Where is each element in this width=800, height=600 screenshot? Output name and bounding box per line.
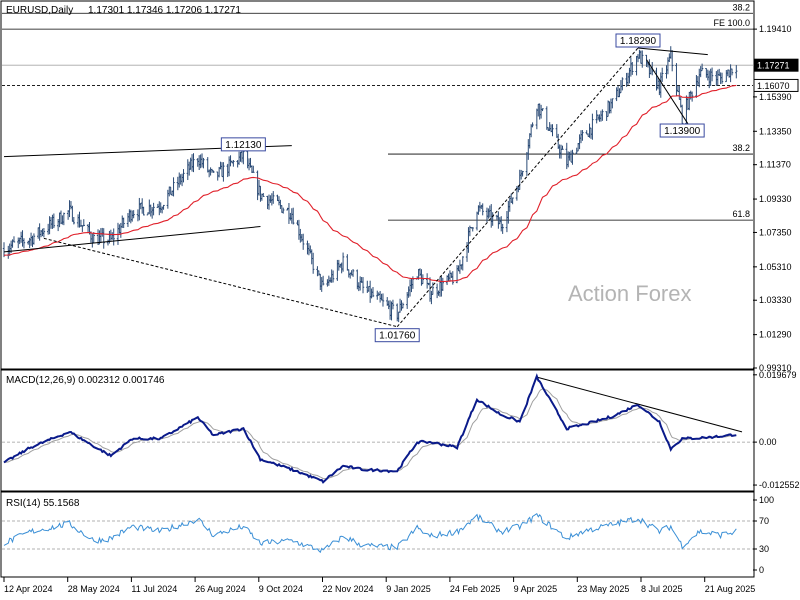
price-annotation-box xyxy=(615,33,661,48)
trendline-dashed-rise xyxy=(396,47,639,328)
macd-panel-frame xyxy=(0,369,755,492)
macd-y-tick-label: -0.012552 xyxy=(759,480,800,490)
ohlc-readout: 1.17301 1.17346 1.17206 1.17271 xyxy=(88,5,241,16)
current-price-tag-box xyxy=(753,58,799,72)
dotted-level-tag: 1.16070 xyxy=(757,81,790,91)
fib-level-label: 38.2 xyxy=(732,143,750,153)
x-tick-label: 28 May 2024 xyxy=(68,584,120,594)
y-tick-label: 1.07350 xyxy=(759,227,792,237)
x-tick-label: 22 Nov 2024 xyxy=(323,584,374,594)
y-tick-label: 1.01290 xyxy=(759,330,792,340)
price-annotation-box xyxy=(659,123,705,138)
y-tick-label: 0.99310 xyxy=(759,363,792,373)
x-tick-label: 12 Apr 2024 xyxy=(4,584,53,594)
trendline-triangle-top xyxy=(637,47,708,56)
main-panel-frame xyxy=(0,0,755,370)
x-tick-label: 23 May 2025 xyxy=(577,584,629,594)
rsi-panel-frame xyxy=(0,491,755,578)
x-tick-label: 24 Feb 2025 xyxy=(450,584,501,594)
price-annotation-box xyxy=(374,328,420,343)
rsi-y-tick-label: 0 xyxy=(759,565,764,575)
price-annotation-label: 1.18290 xyxy=(620,36,657,47)
fib-level-label: 38.2 xyxy=(732,2,750,12)
macd-layer xyxy=(2,373,753,484)
y-tick-label: 1.05310 xyxy=(759,262,792,272)
y-tick-label: 1.15390 xyxy=(759,92,792,102)
price-annotation-label: 1.01760 xyxy=(379,331,416,342)
x-tick-label: 21 Aug 2025 xyxy=(705,584,756,594)
watermark: Action Forex xyxy=(568,281,692,306)
macd-label: MACD(12,26,9) 0.002312 0.001746 xyxy=(6,375,165,386)
y-tick-label: 1.13350 xyxy=(759,126,792,136)
rsi-label: RSI(14) 55.1568 xyxy=(6,498,80,509)
price-annotation-box xyxy=(220,137,266,152)
macd-line xyxy=(3,373,737,484)
y-tick-label: 1.19410 xyxy=(759,24,792,34)
rsi-y-tick-label: 70 xyxy=(759,516,769,526)
price-annotation-label: 1.13900 xyxy=(664,126,701,137)
fib-level-label: FE 100.0 xyxy=(713,18,750,28)
x-tick-label: 9 Oct 2024 xyxy=(259,584,303,594)
x-tick-label: 26 Aug 2024 xyxy=(195,584,246,594)
rsi-layer xyxy=(2,512,753,554)
axis-layer: 1.19410 1.15390 1.13350 1.11370 1.09330 1.073… xyxy=(3,24,800,594)
price-annotation-label: 1.12130 xyxy=(225,140,262,151)
moving-average-line xyxy=(3,84,737,283)
current-price-tag: 1.17271 xyxy=(757,61,790,71)
x-tick-label: 9 Apr 2025 xyxy=(514,584,558,594)
rsi-y-tick-label: 100 xyxy=(759,495,774,505)
trendline-triangle-leg xyxy=(646,59,689,124)
trendline-dashed-low-link xyxy=(43,237,398,328)
rsi-line xyxy=(3,512,737,554)
trendline-lower-channel xyxy=(3,226,261,253)
rsi-y-tick-label: 30 xyxy=(759,544,769,554)
dotted-level-tag-box xyxy=(753,78,799,92)
fib-level-label: 61.8 xyxy=(732,209,750,219)
trendline-macd-trend xyxy=(536,376,743,433)
x-tick-label: 11 Jul 2024 xyxy=(131,584,177,594)
macd-y-tick-label: 0.00 xyxy=(759,437,777,447)
x-tick-label: 8 Jul 2025 xyxy=(641,584,683,594)
x-tick-label: 9 Jan 2025 xyxy=(386,584,431,594)
macd-y-tick-label: 0.019679 xyxy=(759,370,797,380)
y-tick-label: 1.03330 xyxy=(759,295,792,305)
y-tick-label: 1.11370 xyxy=(759,160,791,170)
chart-title: EURUSD,Daily xyxy=(6,5,73,16)
main-price-layer: 38.2 FE 100.0 38.2 61.8 1.12130 1.01760 1.1829… xyxy=(2,2,753,343)
y-tick-label: 1.09330 xyxy=(759,194,792,204)
